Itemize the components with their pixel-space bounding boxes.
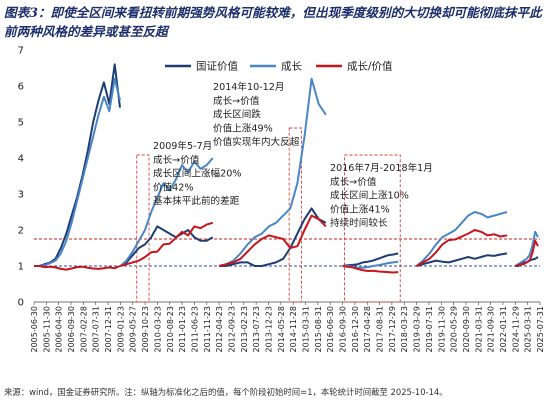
x-tick-label: 2024-11-29 (511, 306, 520, 353)
y-tick-label: 3 (18, 190, 24, 201)
y-tick-label: 4 (18, 154, 24, 165)
annotation-1-line: 价值实现年内大反超 (213, 136, 300, 148)
x-tick-label: 2018-03-23 (400, 306, 409, 353)
series-value-segment-4 (342, 252, 399, 267)
source-note: 来源：wind，国金证券研究所。注：纵轴为标准化之后的值，每个阶段初始时间=1，… (4, 387, 448, 397)
series-ratio-segment-4 (342, 265, 399, 274)
x-tick-label: 2025-03-31 (524, 306, 533, 353)
legend-label: 国证价值 (196, 60, 238, 73)
x-tick-label: 2019-11-30 (437, 306, 446, 353)
series-growth-segment-6 (514, 230, 539, 267)
y-axis: 0 1 2 3 4 5 6 7 (18, 46, 24, 309)
x-tick-label: 2005-06-30 (30, 306, 39, 353)
x-tick-label: 2007-07-31 (92, 306, 101, 353)
series-lines (34, 63, 539, 274)
series-value-segment-1 (34, 63, 121, 267)
series-ratio-segment-2 (120, 221, 214, 267)
x-tick-label: 2011-06-23 (190, 306, 199, 353)
y-tick-label: 2 (18, 226, 24, 237)
annotation-2-line: 价值42% (153, 181, 194, 193)
series-growth-segment-3 (218, 77, 327, 267)
x-tick-label: 2016-06-30 (326, 306, 335, 353)
x-tick-label: 2015-08-31 (314, 306, 323, 353)
x-tick-label: 2013-12-23 (264, 306, 273, 353)
highlight-box-2 (288, 127, 302, 303)
x-tick-label: 2011-11-23 (203, 306, 212, 353)
y-tick-label: 0 (18, 298, 24, 309)
annotation-3-line: 成长→价值 (330, 176, 377, 188)
x-tick-label: 2007-12-31 (104, 306, 113, 353)
series-ratio-segment-5 (416, 229, 508, 267)
series-value-segment-5 (416, 252, 508, 267)
x-tick-label: 2010-03-23 (153, 306, 162, 353)
legend: 国证价值 成长 成长/价值 (165, 60, 393, 73)
annotation-3-line: 2016年7月-2018年1月 (330, 162, 433, 174)
highlight-box-3 (344, 154, 401, 303)
annotation-1-line: 价值上涨49% (213, 122, 273, 134)
annotation-2-line: 成长区间上涨幅20% (153, 168, 241, 180)
x-tick-label: 2015-03-31 (302, 306, 311, 353)
x-tick-label: 2009-01-23 (116, 306, 125, 353)
legend-label: 成长 (281, 61, 302, 73)
annotation-3-line: 成长区间上涨10% (330, 190, 409, 202)
x-tick-label: 2013-07-23 (252, 306, 261, 353)
x-tick-label: 2016-09-30 (339, 306, 348, 353)
x-tick-label: 2013-02-23 (240, 306, 249, 353)
x-tick-label: 2012-09-23 (227, 306, 236, 353)
annotation-1-line: 2014年10-12月 (213, 81, 284, 93)
series-growth-segment-5 (415, 211, 508, 267)
x-tick-label: 2022-01-31 (499, 306, 508, 353)
series-growth-segment-1 (34, 77, 121, 267)
x-tick-label: 2005-11-30 (42, 306, 51, 353)
annotation-1-line: 成长→价值 (213, 95, 260, 107)
x-tick-label: 2017-04-28 (363, 306, 372, 353)
highlight-box-1 (136, 154, 150, 303)
x-tick-label: 2012-04-23 (215, 306, 224, 353)
x-tick-label: 2009-10-23 (141, 306, 150, 353)
y-tick-label: 5 (18, 118, 24, 129)
x-tick-label: 2020-09-30 (462, 306, 471, 353)
x-tick-label: 2017-08-31 (376, 306, 385, 353)
series-ratio-segment-6 (515, 239, 539, 267)
x-tick-label: 2014-05-28 (277, 306, 286, 353)
x-tick-label: 2009-05-27 (129, 306, 138, 353)
x-tick-label: 2025-07-31 (536, 306, 545, 353)
annotations: 2014年10-12月成长→价值成长区间跌价值上涨49%价值实现年内大反超200… (153, 81, 433, 229)
series-value-segment-2 (119, 225, 214, 267)
legend-label: 成长/价值 (347, 60, 393, 73)
annotation-2-line: 2009年5-7月 (153, 140, 212, 152)
annotation-3-line: 价值上涨41% (330, 203, 390, 215)
x-tick-label: 2011-01-23 (178, 306, 187, 353)
x-tick-label: 2014-11-28 (289, 306, 298, 353)
x-tick-label: 2017-12-29 (388, 306, 397, 353)
chart-title: 图表3：即使全区间来看扭转前期强势风格可能较难，但出现季度级别的大切换却可能彻底… (4, 5, 542, 39)
x-tick-label: 2016-12-30 (351, 306, 360, 353)
annotation-2-line: 成长→价值 (153, 154, 200, 166)
y-tick-label: 7 (18, 46, 24, 57)
x-tick-label: 2019-07-31 (425, 306, 434, 353)
x-tick-label: 2019-03-29 (413, 306, 422, 353)
y-tick-label: 1 (18, 262, 24, 273)
x-tick-label: 2006-09-30 (67, 306, 76, 353)
x-axis: 2005-06-30 2005-11-30 2006-04-30 2006-09-30… (30, 302, 545, 353)
series-growth-segment-2 (119, 157, 214, 267)
series-ratio-segment-3 (218, 214, 327, 267)
x-tick-label: 2010-08-23 (166, 306, 175, 353)
x-tick-label: 2021-09-30 (487, 306, 496, 353)
x-tick-label: 2006-04-30 (55, 306, 64, 353)
x-tick-label: 2021-03-31 (474, 306, 483, 353)
x-tick-label: 2007-02-28 (79, 306, 88, 353)
series-ratio-segment-1 (34, 265, 121, 271)
annotation-2-line: 基本抹平此前的差距 (153, 195, 240, 207)
annotation-1-line: 成长区间跌 (213, 109, 261, 121)
x-tick-label: 2020-05-29 (450, 306, 459, 353)
highlight-boxes (136, 127, 401, 303)
y-tick-label: 6 (18, 82, 24, 93)
annotation-3-line: 持续时间较长 (330, 217, 388, 229)
series-value-segment-3 (219, 207, 327, 267)
